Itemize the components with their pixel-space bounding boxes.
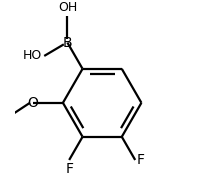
Text: F: F (65, 162, 73, 176)
Text: O: O (27, 96, 38, 110)
Text: F: F (137, 153, 145, 167)
Text: HO: HO (23, 49, 42, 62)
Text: OH: OH (58, 1, 77, 14)
Text: B: B (62, 36, 72, 49)
